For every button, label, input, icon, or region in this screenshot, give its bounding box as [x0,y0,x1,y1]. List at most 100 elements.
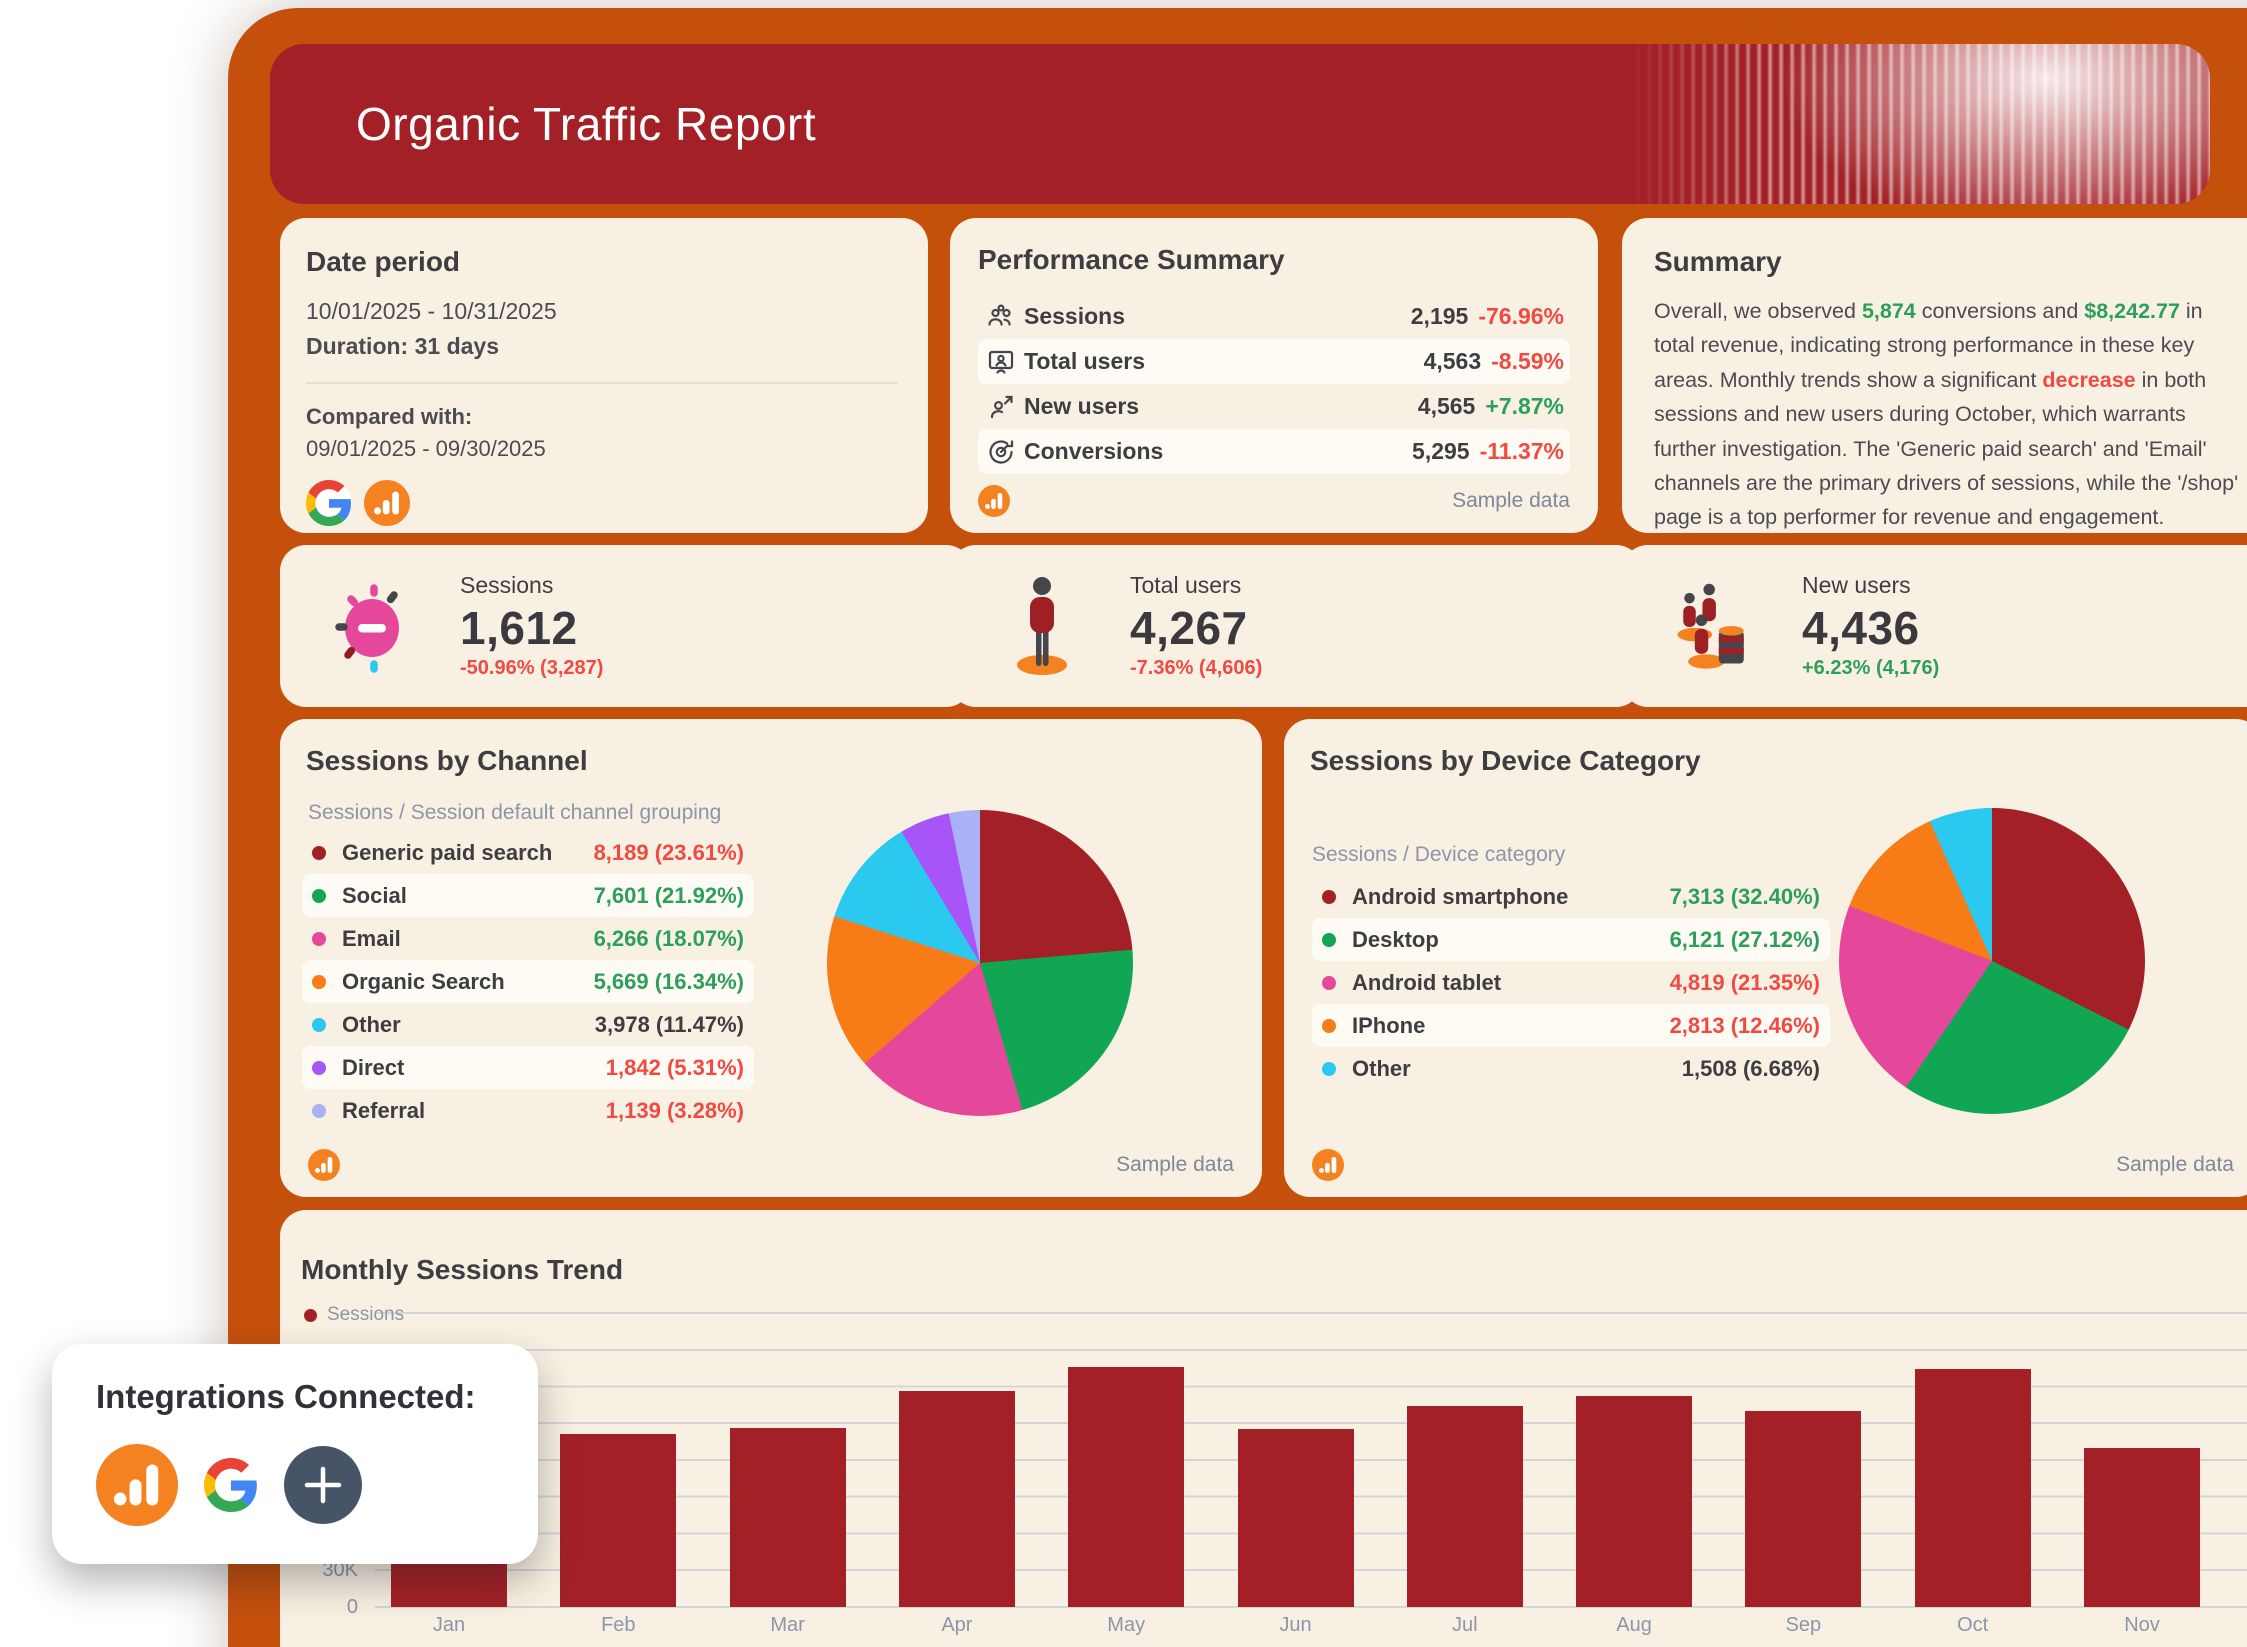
summary-segment: in total revenue, indicating strong perf… [1654,299,2203,392]
performance-row: New users 4,565 +7.87% [978,384,1570,429]
google-analytics-icon [978,485,1010,517]
x-axis-label: Nov [2124,1614,2160,1636]
legend-value: 1,139 (3.28%) [605,1097,744,1123]
bar [2084,1448,2200,1607]
y-axis-label: 0 [346,1596,358,1618]
device-chart-title: Sessions by Device Category [1310,745,1701,776]
trend-chart-title: Monthly Sessions Trend [301,1254,624,1285]
legend-dot [312,974,326,989]
legend-label: Email [342,925,401,951]
add-integration-button[interactable] [284,1446,362,1524]
metric-delta: -76.96% [1478,303,1564,329]
date-period-card: Date period 10/01/2025 - 10/31/2025 Dura… [280,218,928,533]
x-axis-label: Apr [941,1614,973,1636]
kpi-label: New users [1802,572,1911,598]
google-icon [306,480,352,526]
performance-row: Total users 4,563 -8.59% [978,339,1570,384]
performance-row: Conversions 5,295 -11.37% [978,429,1570,474]
legend-value: 4,819 (21.35%) [1669,969,1820,995]
device-legend: Android smartphone 7,313 (32.40%) Desktop 6… [1312,875,1830,1090]
summary-title: Summary [1654,246,1782,277]
compared-label: Compared with: [306,404,473,429]
date-range: 10/01/2025 - 10/31/2025 [306,298,557,324]
metric-label: New users [1024,393,1140,419]
legend-label: Android smartphone [1352,883,1569,909]
compared-range: 09/01/2025 - 09/30/2025 [306,436,546,461]
legend-label: IPhone [1352,1012,1426,1038]
google-icon [204,1458,258,1512]
bar [1914,1369,2031,1607]
legend-row: Android smartphone 7,313 (32.40%) [1312,875,1830,918]
sessions-people-icon [984,300,1024,334]
metric-delta: -8.59% [1491,348,1564,374]
legend-dot [312,1017,326,1032]
y-axis-label: 30K [322,1559,358,1581]
legend-dot [1322,932,1336,947]
legend-row: Other 3,978 (11.47%) [302,1003,754,1046]
sessions-kpi-card: Sessions 1,612 -50.96% (3,287) [280,545,972,707]
legend-dot [312,888,326,903]
duration-line: Duration: 31 days [306,333,898,360]
summary-segment: conversions and [1915,299,2085,323]
integrations-card: Integrations Connected: [52,1344,538,1564]
kpi-delta: -7.36% (4,606) [1130,657,1263,679]
metric-label: Total users [1024,348,1145,374]
metric-delta: -11.37% [1479,438,1564,464]
device-chart-subtitle: Sessions / Device category [1312,843,1566,866]
bar [1237,1429,1354,1607]
legend-label: Other [1352,1055,1411,1081]
total-users-monitor-icon [984,345,1024,379]
summary-segment: 5,874 [1861,299,1916,323]
legend-dot [304,1308,317,1322]
bar [898,1391,1015,1607]
report-title: Organic Traffic Report [356,98,817,150]
divider [306,382,898,384]
legend-row: Organic Search 5,669 (16.34%) [302,960,754,1003]
metric-value: 5,295 [1412,438,1470,464]
bar [560,1434,677,1607]
summary-segment: in both sessions and new users during Oc… [1654,367,2239,530]
legend-value: 7,313 (32.40%) [1669,883,1820,909]
legend-dot [1322,889,1336,904]
metric-label: Conversions [1024,438,1164,464]
legend-row: Direct 1,842 (5.31%) [302,1046,754,1089]
google-analytics-icon [1312,1149,1344,1181]
x-axis-label: Oct [1957,1614,1989,1636]
bar [1406,1406,1523,1607]
x-axis-label: Jan [432,1614,466,1636]
metric-label: Sessions [1024,303,1125,329]
legend-row: Other 1,508 (6.68%) [1312,1047,1830,1090]
summary-segment: $8,242.77 [2084,299,2180,323]
legend-dot [312,931,326,946]
legend-value: 7,601 (21.92%) [593,882,744,908]
kpi-label: Total users [1130,572,1242,598]
duration-value: 31 days [414,333,500,359]
x-axis-label: Jul [1452,1614,1478,1636]
google-analytics-icon [364,480,410,526]
metric-delta: +7.87% [1485,393,1564,419]
kpi-delta: +6.23% (4,176) [1802,657,1940,679]
google-analytics-icon [96,1444,178,1526]
sessions-burst-icon [324,571,420,681]
metric-value: 2,195 [1410,303,1469,329]
channel-chart-title: Sessions by Channel [306,745,588,776]
legend-label: Organic Search [342,968,505,994]
kpi-value: 1,612 [460,602,578,654]
x-axis-label: Mar [770,1614,805,1636]
trend-legend: Sessions [304,1304,404,1326]
legend-label: Sessions [327,1304,405,1325]
summary-text: Overall, we observed 5,874 conversions a… [1654,294,2246,533]
legend-row: Email 6,266 (18.07%) [302,917,754,960]
bar [1068,1367,1185,1607]
legend-dot [1322,1018,1336,1033]
x-axis-label: Sep [1785,1614,1822,1636]
legend-row: Referral 1,139 (3.28%) [302,1089,754,1132]
legend-dot [312,1060,326,1075]
bar [1576,1396,1693,1607]
google-analytics-icon [308,1149,340,1181]
legend-value: 1,508 (6.68%) [1681,1055,1820,1081]
channel-legend: Generic paid search 8,189 (23.61%) Social 7… [302,831,754,1132]
summary-card: Summary Overall, we observed 5,874 conve… [1622,218,2247,533]
total-users-kpi-card: Total users 4,267 -7.36% (4,606) [950,545,1642,707]
